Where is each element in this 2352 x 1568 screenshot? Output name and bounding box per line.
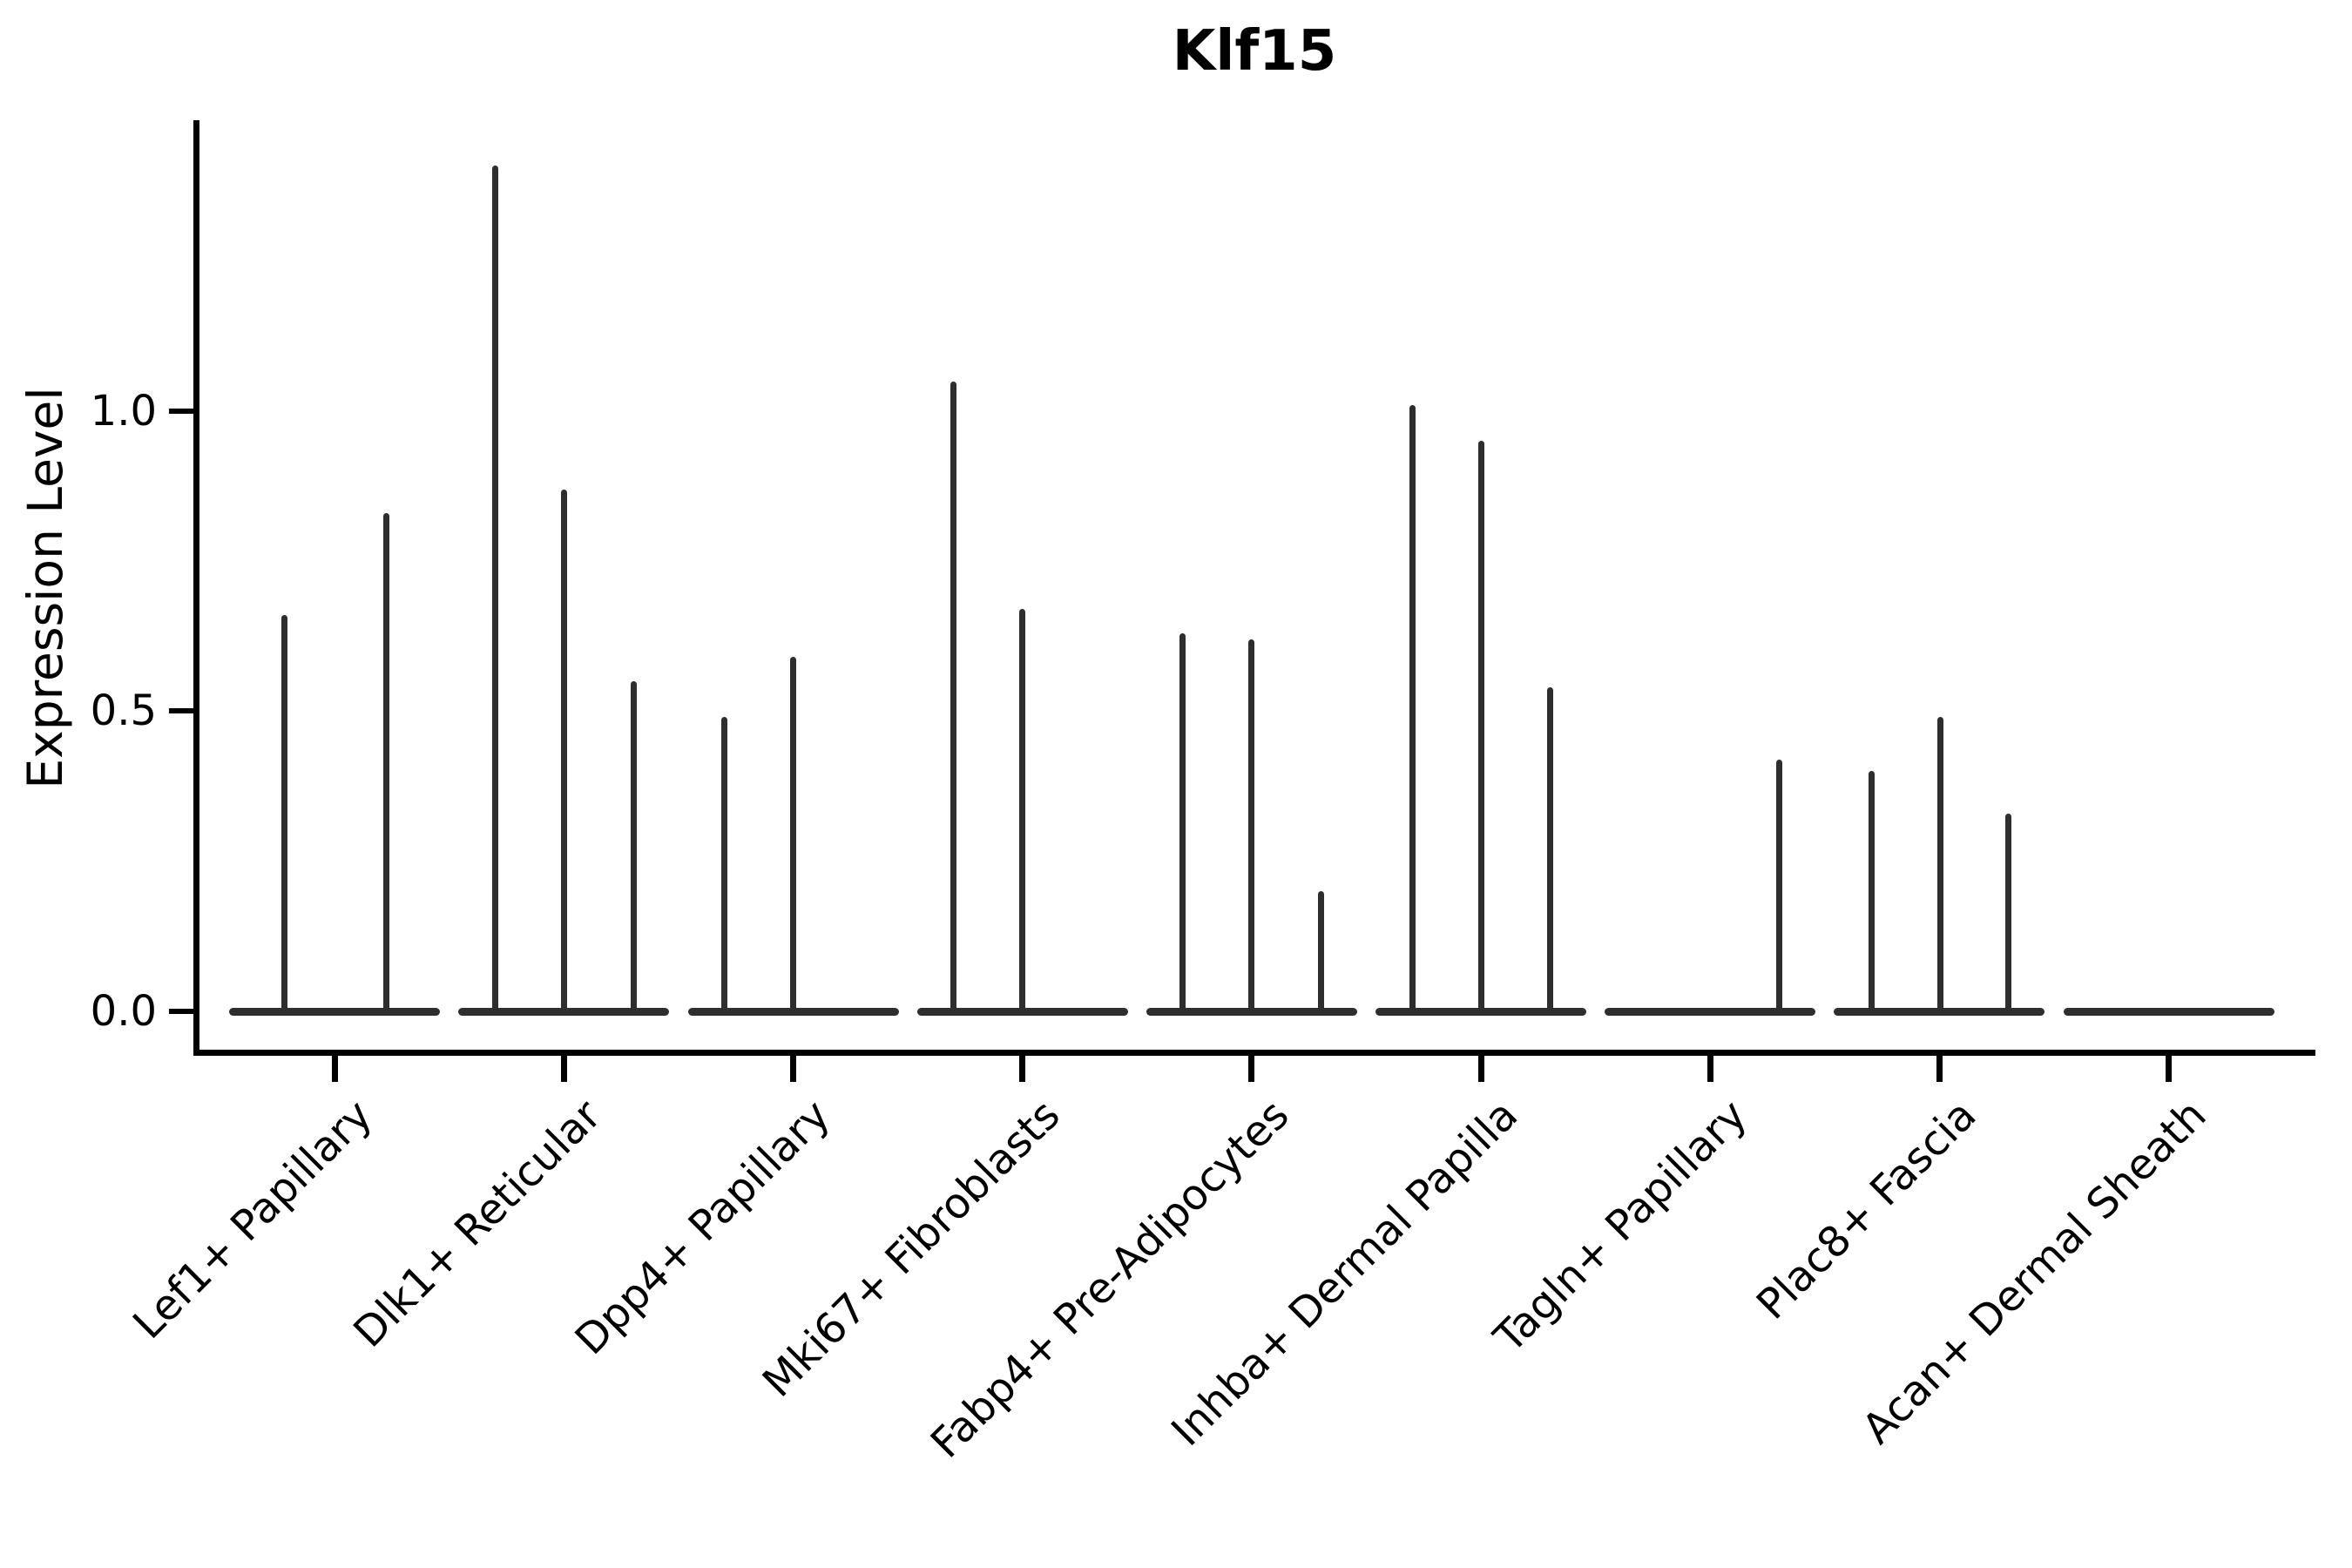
violin-spike [1179, 632, 1186, 1013]
violin-spike [721, 717, 728, 1013]
violin-spike [1409, 405, 1416, 1013]
x-tick-mark [560, 1056, 567, 1082]
x-tick-mark [1477, 1056, 1484, 1082]
violin-spike [560, 489, 567, 1013]
y-axis-spine [193, 120, 199, 1056]
y-tick-label: 0.0 [90, 987, 157, 1036]
y-tick-mark [169, 409, 193, 414]
y-tick-label: 1.0 [90, 387, 157, 436]
x-tick-label: Dpp4+ Papillary [566, 1091, 841, 1365]
x-tick-mark [1019, 1056, 1026, 1082]
x-tick-label: Plac8+ Fascia [1747, 1091, 1986, 1329]
violin-spike [382, 513, 389, 1013]
violin-spike [1019, 609, 1026, 1013]
violin-spike [790, 657, 797, 1013]
violin-spike [491, 165, 498, 1013]
violin-spike [1775, 759, 1782, 1013]
x-tick-mark [1936, 1056, 1943, 1082]
violin-spike [1546, 686, 1553, 1013]
violin-base [229, 1007, 441, 1016]
violin-base [2063, 1007, 2274, 1016]
violin-spike [950, 381, 957, 1013]
violin-spike [1936, 717, 1943, 1013]
violin-base [1605, 1007, 1816, 1016]
x-axis-spine [193, 1050, 2315, 1056]
violin-spike [1248, 639, 1255, 1013]
x-tick-mark [331, 1056, 338, 1082]
x-tick-label: Dlk1+ Reticular [344, 1091, 612, 1357]
x-tick-mark [1248, 1056, 1255, 1082]
x-tick-mark [2166, 1056, 2172, 1082]
x-tick-mark [1707, 1056, 1713, 1082]
x-tick-mark [790, 1056, 797, 1082]
violin-spike [1868, 771, 1875, 1013]
violin-spike [2004, 813, 2011, 1013]
violin-spike [280, 615, 287, 1013]
violin-spike [630, 681, 637, 1013]
x-tick-label: Lef1+ Papillary [123, 1091, 382, 1348]
y-tick-label: 0.5 [90, 686, 157, 735]
x-tick-label: Tagln+ Papillary [1485, 1091, 1757, 1362]
plot-title: Klf15 [1172, 19, 1337, 84]
y-tick-mark [169, 1009, 193, 1014]
violin-spike [1318, 891, 1325, 1013]
violin-spike [1477, 441, 1484, 1013]
y-tick-mark [169, 708, 193, 713]
